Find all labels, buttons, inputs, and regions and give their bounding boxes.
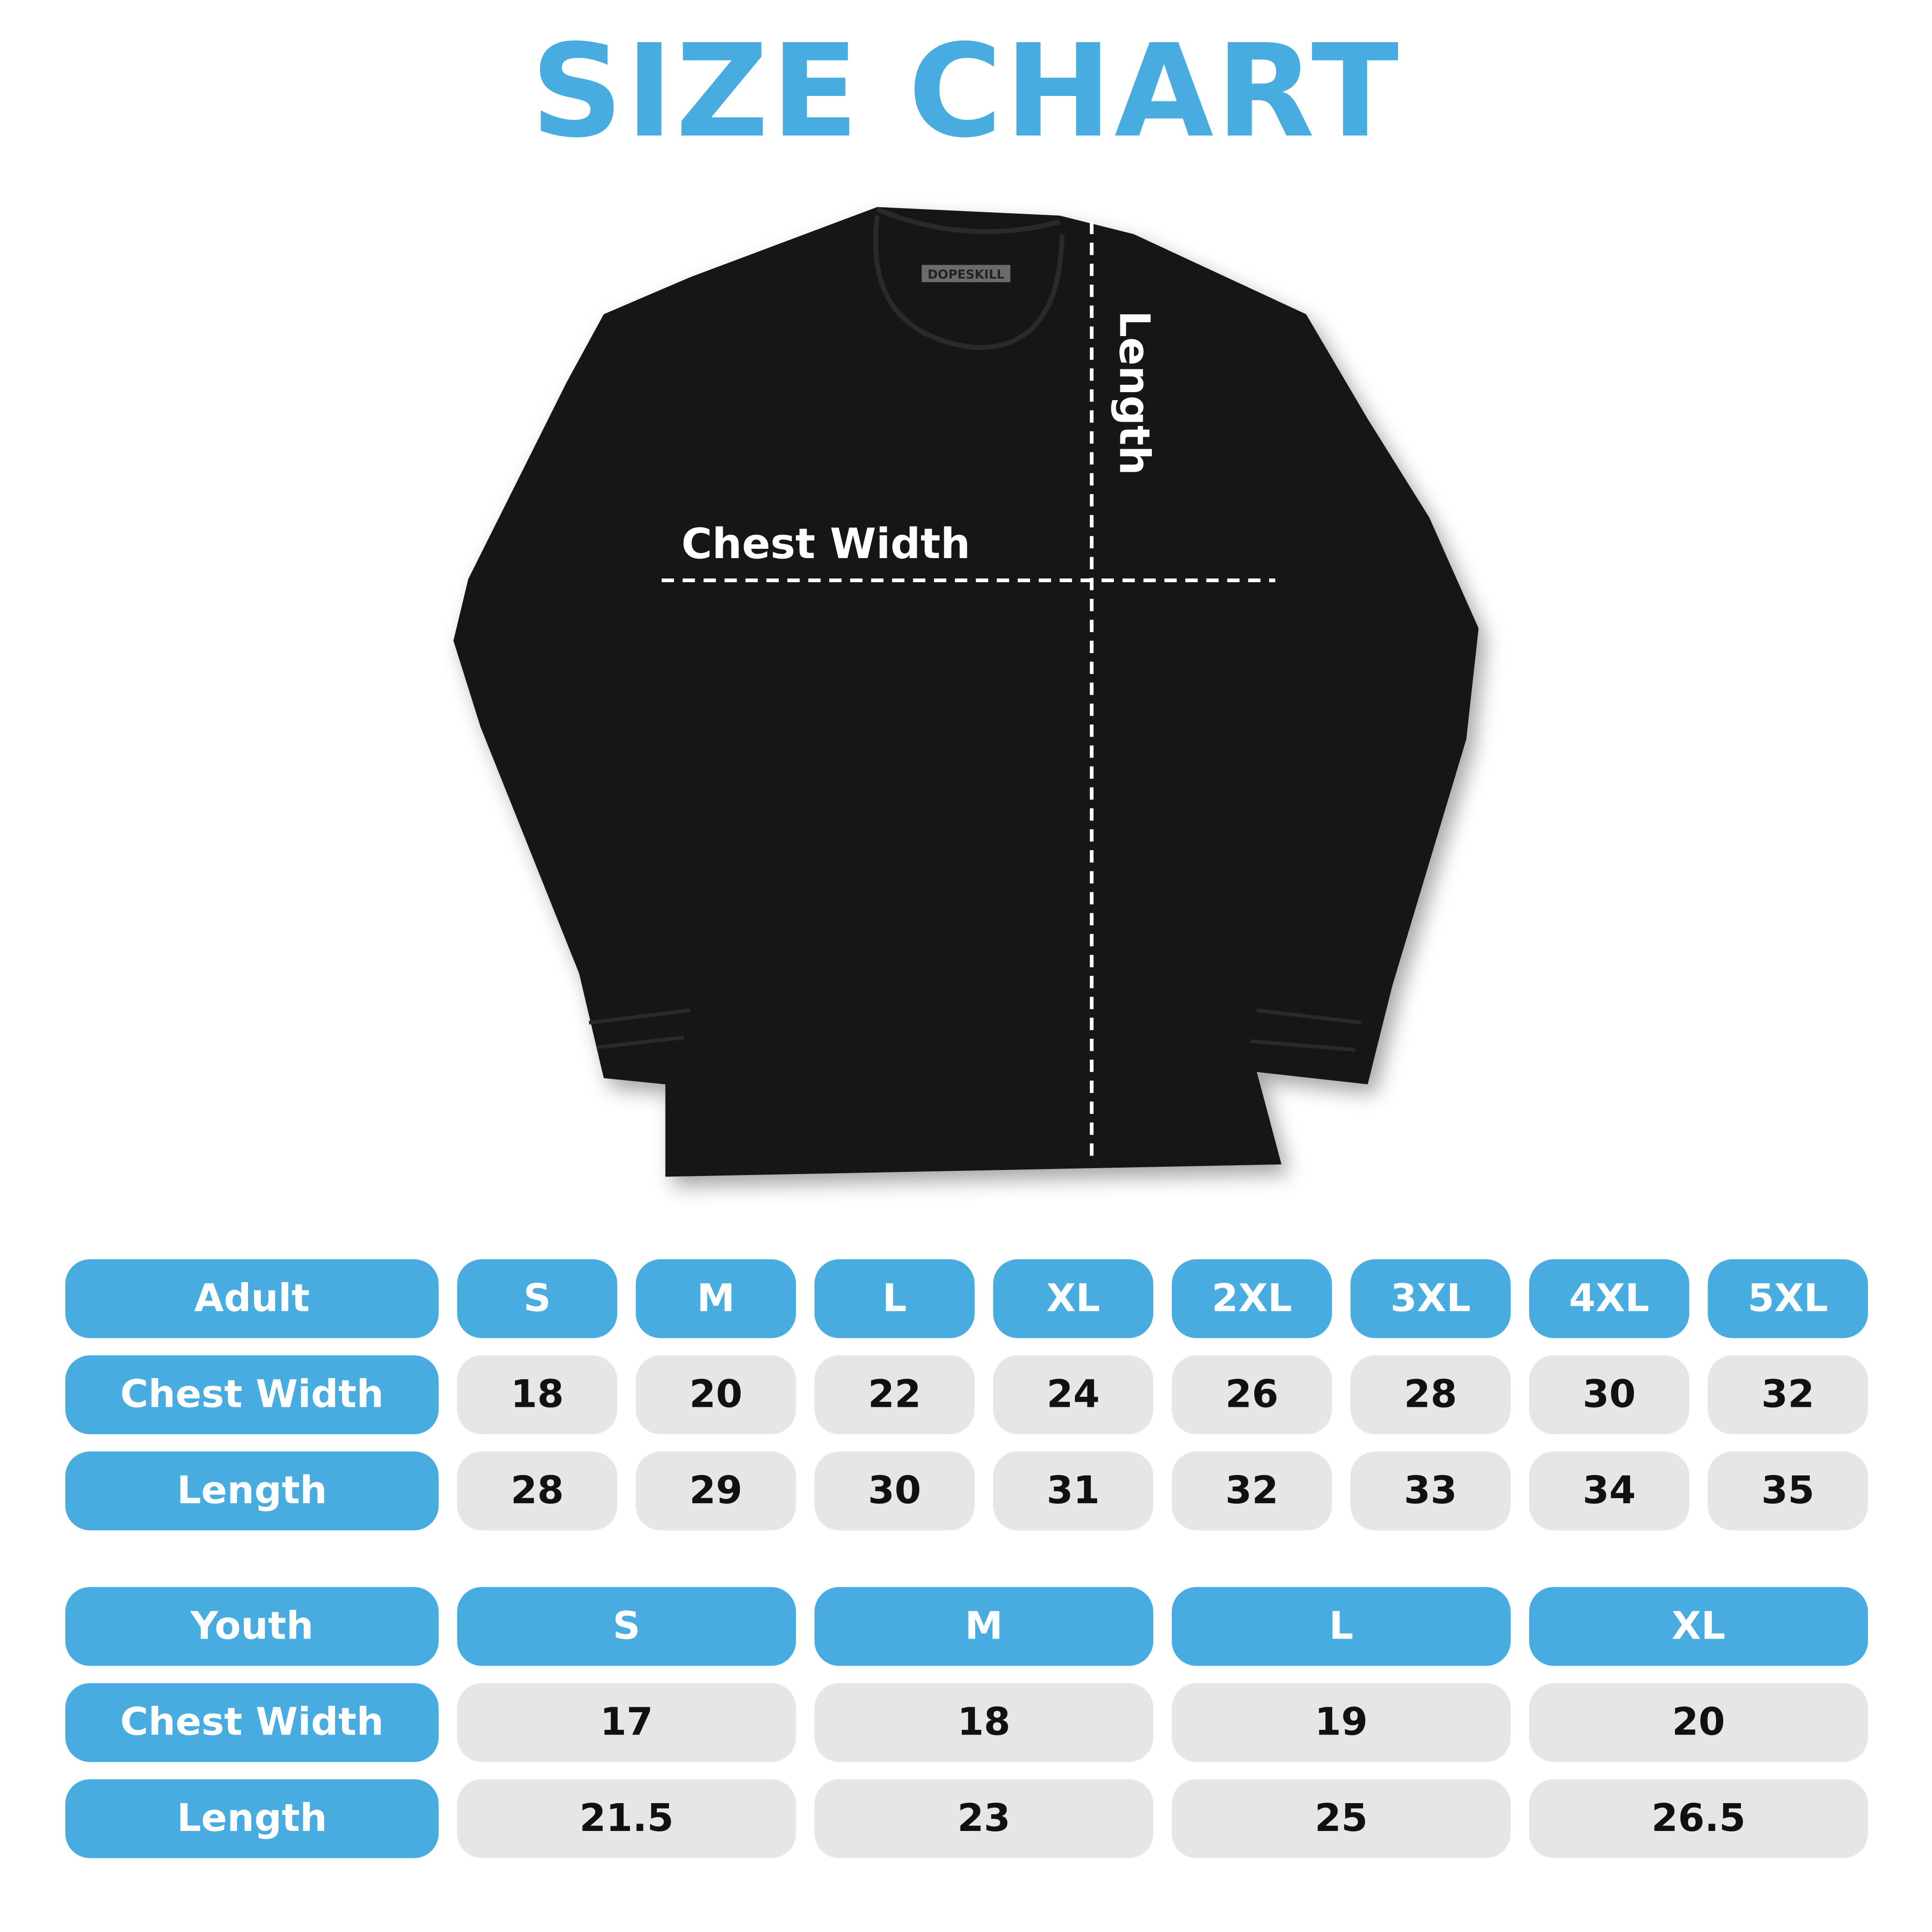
adult-value-cell: 20 (636, 1355, 796, 1435)
adult-value-cell: 33 (1350, 1451, 1511, 1531)
youth-value-cell: 26.5 (1529, 1779, 1868, 1858)
youth-value-cell: 25 (1171, 1779, 1511, 1858)
chest-width-label: Chest Width (681, 520, 971, 570)
adult-value-cell: 35 (1708, 1451, 1868, 1531)
length-label: Length (1109, 310, 1158, 476)
adult-value-cell: 29 (636, 1451, 796, 1531)
youth-size-header: M (814, 1587, 1154, 1666)
shirt-illustration: DOPESKILL (453, 207, 1479, 1177)
brand-tag-text: DOPESKILL (928, 267, 1004, 282)
adult-value-cell: 30 (814, 1451, 975, 1531)
adult-value-cell: 28 (1350, 1355, 1511, 1435)
adult-value-cell: 31 (993, 1451, 1154, 1531)
youth-value-cell: 23 (814, 1779, 1154, 1858)
adult-value-cell: 22 (814, 1355, 975, 1435)
youth-size-header: XL (1529, 1587, 1868, 1666)
adult-value-cell: 32 (1708, 1355, 1868, 1435)
adult-value-cell: 34 (1529, 1451, 1690, 1531)
adult-row-label: Chest Width (65, 1355, 439, 1435)
adult-value-cell: 26 (1171, 1355, 1332, 1435)
adult-value-cell: 32 (1171, 1451, 1332, 1531)
youth-size-header: S (457, 1587, 796, 1666)
adult-row-label: Length (65, 1451, 439, 1531)
adult-value-cell: 18 (457, 1355, 617, 1435)
adult-size-header: XL (993, 1259, 1154, 1338)
youth-value-cell: 18 (814, 1683, 1154, 1762)
adult-size-header: L (814, 1259, 975, 1338)
adult-size-header: 4XL (1529, 1259, 1690, 1338)
collar (873, 207, 1065, 350)
adult-size-header: 3XL (1350, 1259, 1511, 1338)
brand-tag (922, 265, 1010, 282)
adult-value-cell: 24 (993, 1355, 1154, 1435)
youth-header-label: Youth (65, 1587, 439, 1666)
adult-size-header: M (636, 1259, 796, 1338)
cuff-left (589, 1008, 691, 1049)
adult-size-header: 5XL (1708, 1259, 1868, 1338)
adult-size-header: 2XL (1171, 1259, 1332, 1338)
adult-value-cell: 30 (1529, 1355, 1690, 1435)
youth-value-cell: 19 (1171, 1683, 1511, 1762)
youth-value-cell: 17 (457, 1683, 796, 1762)
youth-row-label: Length (65, 1779, 439, 1858)
page-title: SIZE CHART (531, 16, 1401, 166)
adult-size-header: S (457, 1259, 617, 1338)
youth-value-cell: 20 (1529, 1683, 1868, 1762)
youth-row-label: Chest Width (65, 1683, 439, 1762)
adult-value-cell: 28 (457, 1451, 617, 1531)
shirt-body (453, 207, 1479, 1177)
cuff-right (1250, 1008, 1362, 1052)
adult-header-label: Adult (65, 1259, 439, 1338)
youth-value-cell: 21.5 (457, 1779, 796, 1858)
youth-size-header: L (1171, 1587, 1511, 1666)
